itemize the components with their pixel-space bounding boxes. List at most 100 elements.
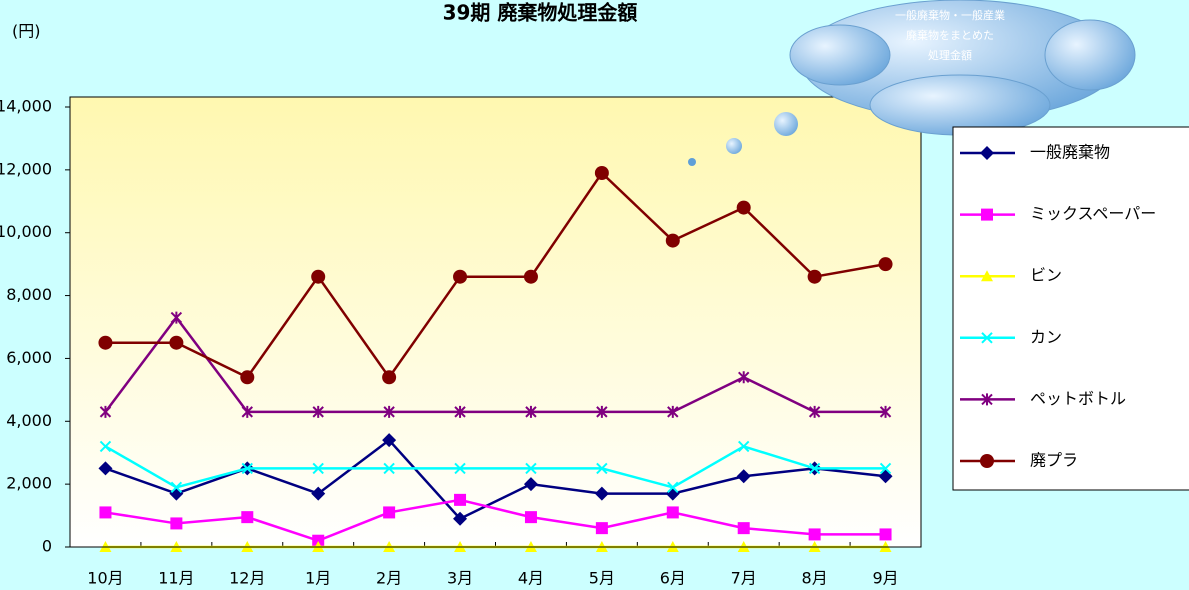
marker: [981, 332, 993, 344]
y-tick-label: 12,000: [0, 159, 52, 178]
callout-text: 廃棄物をまとめた: [906, 28, 994, 42]
legend-label: ペットボトル: [1030, 389, 1126, 408]
marker: [311, 269, 326, 284]
marker: [454, 462, 466, 475]
legend-label: 廃プラ: [1030, 451, 1078, 470]
y-tick-label: 2,000: [6, 474, 52, 493]
marker: [808, 462, 821, 475]
callout-text: 一般廃棄物・一般産業: [895, 8, 1005, 22]
marker: [98, 461, 113, 476]
y-tick-label: 0: [42, 537, 52, 556]
legend-label: ミックスペーパー: [1030, 204, 1156, 223]
marker: [523, 477, 538, 492]
marker: [980, 454, 994, 468]
marker: [98, 335, 113, 350]
series-line: [105, 498, 886, 543]
marker: [170, 517, 183, 530]
marker: [738, 440, 750, 453]
marker: [738, 371, 750, 384]
marker: [170, 481, 183, 493]
x-tick-label: 10月: [87, 569, 123, 588]
x-tick-label: 5月: [589, 569, 615, 588]
marker: [382, 370, 397, 385]
marker: [879, 405, 892, 418]
marker: [453, 511, 468, 526]
x-tick-label: 9月: [872, 569, 898, 588]
series-line: [105, 171, 886, 380]
legend-label: 一般廃棄物: [1030, 143, 1110, 162]
y-unit: (円): [12, 22, 41, 41]
marker: [981, 393, 993, 406]
marker: [169, 335, 184, 350]
marker: [807, 269, 822, 284]
marker: [383, 405, 395, 418]
marker: [595, 522, 608, 535]
marker: [808, 405, 821, 418]
marker: [382, 433, 397, 448]
marker: [594, 486, 609, 501]
x-tick-label: 7月: [731, 569, 757, 588]
marker: [525, 405, 537, 418]
marker: [878, 257, 893, 272]
marker: [980, 146, 994, 160]
marker: [596, 405, 608, 418]
y-tick-label: 10,000: [0, 222, 52, 241]
marker: [667, 405, 679, 418]
marker: [454, 493, 467, 506]
series-line: [104, 445, 886, 489]
callout-cloud: [688, 0, 1136, 166]
marker: [736, 469, 751, 484]
marker: [808, 528, 821, 541]
marker: [99, 506, 112, 519]
y-tick-label: 14,000: [0, 97, 52, 116]
marker: [240, 370, 255, 385]
marker: [981, 208, 993, 221]
x-tick-label: 3月: [447, 569, 473, 588]
marker: [981, 270, 993, 282]
marker: [241, 511, 254, 524]
marker: [99, 440, 112, 453]
chart-title: 39期 廃棄物処理金額: [443, 1, 638, 25]
x-tick-label: 4月: [518, 569, 544, 588]
x-tick-label: 11月: [158, 569, 194, 588]
y-tick-label: 4,000: [6, 411, 52, 430]
series-line: [104, 315, 886, 414]
marker: [383, 462, 395, 475]
marker: [312, 405, 324, 418]
marker: [312, 534, 325, 547]
y-tick-label: 8,000: [6, 285, 52, 304]
marker: [879, 528, 892, 541]
marker: [737, 522, 750, 535]
y-tick-label: 6,000: [6, 348, 52, 367]
callout-text: 処理金額: [928, 48, 972, 62]
marker: [99, 405, 112, 418]
x-tick-label: 8月: [802, 569, 828, 588]
marker: [453, 269, 468, 284]
x-tick-label: 12月: [229, 569, 265, 588]
marker: [736, 200, 751, 215]
marker: [311, 486, 326, 501]
plot-area: [69, 96, 922, 548]
marker: [241, 462, 253, 475]
marker: [170, 311, 183, 324]
legend-label: カン: [1030, 327, 1062, 346]
marker: [525, 462, 537, 475]
marker: [879, 462, 892, 475]
x-tick-label: 6月: [660, 569, 686, 588]
marker: [523, 269, 538, 284]
marker: [596, 462, 608, 475]
marker: [241, 405, 253, 418]
marker: [524, 511, 537, 524]
x-tick-label: 1月: [305, 569, 331, 588]
marker: [312, 462, 324, 475]
legend-label: ビン: [1030, 266, 1062, 285]
marker: [454, 405, 466, 418]
x-tick-label: 2月: [376, 569, 402, 588]
marker: [594, 166, 609, 180]
marker: [665, 233, 680, 248]
marker: [666, 506, 679, 519]
marker: [667, 481, 679, 493]
legend-box: [952, 126, 1189, 491]
marker: [383, 506, 396, 519]
